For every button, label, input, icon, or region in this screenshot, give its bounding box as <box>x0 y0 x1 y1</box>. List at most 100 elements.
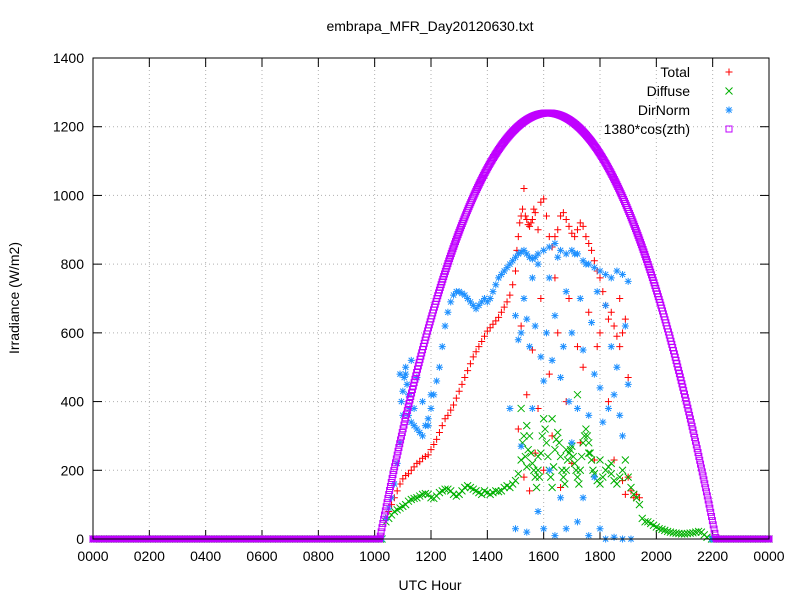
data-point <box>452 235 460 243</box>
data-point <box>545 274 553 282</box>
data-point <box>399 425 407 433</box>
data-point <box>607 343 615 351</box>
data-point <box>413 374 421 382</box>
x-tick-label: 1000 <box>359 548 390 564</box>
x-tick-label: 1200 <box>415 548 446 564</box>
data-point <box>703 492 711 500</box>
data-point <box>450 291 458 299</box>
data-point <box>427 493 435 502</box>
x-tick-label: 1400 <box>472 548 503 564</box>
y-tick-label: 1400 <box>53 50 84 66</box>
legend-marker <box>725 106 733 114</box>
data-point <box>557 246 565 254</box>
data-point <box>523 315 531 323</box>
data-point <box>447 406 455 414</box>
data-point <box>503 264 511 272</box>
data-point <box>556 452 565 461</box>
data-point <box>540 246 548 254</box>
data-point <box>402 414 410 422</box>
data-point <box>464 367 472 375</box>
data-point <box>593 343 601 351</box>
data-point <box>391 463 399 471</box>
data-point <box>388 475 396 483</box>
data-point <box>494 487 503 496</box>
data-point <box>400 421 408 429</box>
data-point <box>516 219 524 227</box>
data-point <box>554 253 562 261</box>
data-point <box>410 404 418 412</box>
data-point <box>599 418 607 426</box>
data-point <box>531 322 539 330</box>
x-axis-ticks: 0000 0200 0400 0600 0800 1000 1200 1400 1600 1800… <box>77 58 785 564</box>
data-point <box>503 298 511 306</box>
y-tick-label: 200 <box>61 462 85 478</box>
data-point <box>531 209 539 217</box>
data-point <box>703 533 711 542</box>
data-point <box>596 480 604 488</box>
data-point <box>642 253 650 261</box>
data-point <box>573 226 581 234</box>
data-point <box>562 288 570 296</box>
data-point <box>398 428 406 436</box>
data-point <box>692 441 700 449</box>
data-point <box>523 391 531 399</box>
data-point <box>583 432 592 440</box>
data-point <box>635 234 643 242</box>
data-point <box>389 471 397 479</box>
data-point <box>708 512 716 520</box>
data-point <box>427 391 435 399</box>
y-tick-label: 600 <box>61 325 85 341</box>
x-tick-label: 1600 <box>528 548 559 564</box>
data-point <box>607 274 615 282</box>
data-point <box>383 499 391 507</box>
data-point <box>514 469 523 478</box>
data-point <box>618 466 627 475</box>
data-point <box>454 231 462 239</box>
data-point <box>446 255 454 263</box>
y-tick-label: 800 <box>61 256 85 272</box>
data-point <box>688 422 696 430</box>
data-point <box>455 228 463 236</box>
data-point <box>596 525 604 533</box>
data-point <box>458 380 466 388</box>
data-point <box>407 418 415 426</box>
data-point <box>628 216 636 224</box>
data-point <box>512 253 519 261</box>
data-point <box>404 403 412 411</box>
data-point <box>555 438 564 447</box>
data-point <box>478 298 486 306</box>
data-point <box>700 476 708 484</box>
data-point <box>557 494 565 502</box>
data-point <box>560 480 569 488</box>
data-point <box>509 257 517 265</box>
data-point <box>438 343 446 351</box>
data-point <box>461 374 469 382</box>
data-point <box>553 428 562 437</box>
data-point <box>694 449 702 457</box>
data-point <box>527 219 535 227</box>
data-point <box>686 415 694 423</box>
data-point <box>534 466 542 475</box>
x-tick-label: 0000 <box>753 548 784 564</box>
data-point <box>517 404 525 413</box>
data-point <box>579 494 587 502</box>
data-point <box>691 433 699 441</box>
data-point <box>452 394 460 402</box>
data-point <box>526 343 534 351</box>
data-point <box>396 370 404 378</box>
data-point <box>684 404 692 412</box>
data-point <box>456 226 464 234</box>
data-point <box>590 473 598 481</box>
data-point <box>535 473 544 482</box>
data-point <box>570 459 579 468</box>
data-point <box>585 532 593 540</box>
data-point <box>506 291 514 299</box>
data-point <box>579 257 587 265</box>
data-point <box>610 533 618 541</box>
data-point <box>630 220 638 228</box>
y-tick-label: 400 <box>61 394 85 410</box>
data-point <box>542 212 550 220</box>
x-tick-label: 0200 <box>134 548 165 564</box>
data-point <box>562 445 571 454</box>
data-point <box>419 432 427 440</box>
